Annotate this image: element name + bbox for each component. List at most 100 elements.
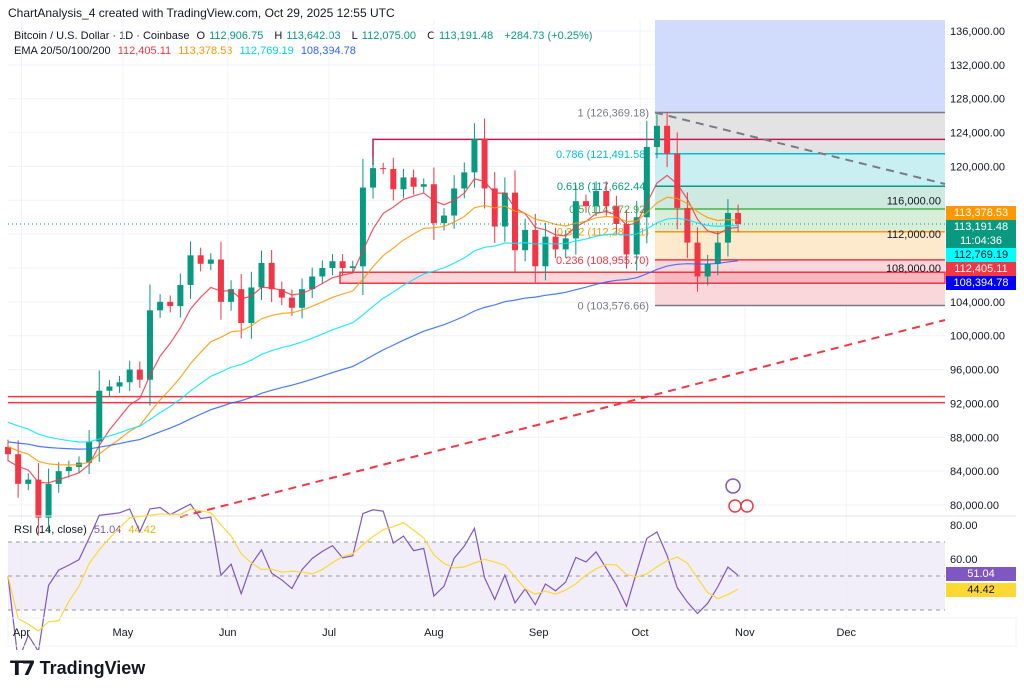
fib-level-label: 0.236 (108,955.70) [556, 255, 649, 267]
candle [359, 187, 366, 267]
candle [542, 236, 549, 267]
ema200-line [7, 260, 739, 450]
candle [593, 190, 600, 207]
candle [248, 287, 255, 324]
rsi-price-tag: 51.04 [946, 567, 1016, 581]
time-axis-label: Oct [631, 627, 648, 639]
price-axis-label: 100,000.00 [950, 331, 1005, 343]
candle [349, 266, 356, 268]
projection-zone [655, 20, 945, 113]
fib-level-label: 0.618 (117,662.44) [557, 181, 649, 193]
ema20-line [7, 174, 739, 484]
candle [410, 177, 417, 187]
time-axis [7, 617, 1017, 647]
rsi-label[interactable]: RSI (14, close) [14, 524, 87, 536]
rsi-axis-label: 80.00 [950, 520, 978, 532]
price-axis-label: 132,000.00 [950, 60, 1005, 72]
candle [370, 168, 377, 188]
time-axis-label: Nov [735, 627, 755, 639]
candle [15, 454, 22, 484]
time-axis-label: Aug [424, 627, 444, 639]
candle [501, 192, 508, 227]
candle [390, 168, 397, 190]
candle [268, 262, 275, 290]
rsi-line [7, 503, 739, 650]
rsi-ma-price-tag: 44.42 [946, 583, 1016, 597]
fib-level-label: 0.786 (121,491.58) [556, 149, 649, 161]
ema-label[interactable]: EMA 20/50/100/200 [14, 45, 111, 57]
fib-level-label: 0.5 (114,972.92) [569, 204, 649, 216]
candle [228, 289, 235, 302]
low-label: L [351, 30, 358, 42]
candle [380, 168, 387, 170]
candle [319, 268, 326, 277]
ema100-value: 112,769.19 [239, 45, 294, 57]
price-axis-label: 124,000.00 [950, 128, 1005, 140]
candle [106, 386, 113, 391]
candle [623, 223, 630, 255]
candle [207, 259, 214, 264]
candle [400, 177, 407, 190]
candle [552, 236, 559, 250]
time-axis-label: Dec [836, 627, 856, 639]
close-value: 113,191.48 [439, 30, 494, 42]
candle [217, 259, 224, 302]
candle [481, 138, 488, 189]
price-axis-label: 116,000.00 [887, 195, 941, 207]
price-axis-label: 128,000.00 [950, 94, 1005, 106]
rsi-ma-value: 44.42 [128, 524, 156, 536]
open-label: O [196, 30, 206, 42]
candle [35, 479, 42, 518]
brand-name: TradingView [39, 658, 146, 678]
ema200-value: 108,394.78 [300, 45, 356, 57]
price-axis-label: 88,000.00 [950, 432, 999, 444]
candle [329, 261, 336, 268]
tradingview-logo[interactable]: 𝗧𝟳 TradingView [10, 656, 145, 681]
candle [674, 153, 681, 208]
bar-countdown: 11:04:36 [959, 235, 1002, 247]
price-axis-label: 80,000.00 [950, 500, 999, 512]
fib-level-label: 0 (103,576.66) [577, 300, 649, 312]
ema50-value: 113,378.53 [178, 45, 233, 57]
open-value: 112,906.75 [209, 30, 264, 42]
candle [167, 301, 174, 307]
symbol-name[interactable]: Bitcoin / U.S. Dollar · 1D · Coinbase [14, 30, 190, 42]
candle [522, 229, 529, 251]
candle [653, 125, 660, 147]
price-chart[interactable]: 1 (126,369.18) 0.786 (121,491.58) 0.618 (1… [0, 0, 1024, 650]
candle [664, 125, 671, 154]
price-axis-label: 108,000.00 [886, 263, 941, 275]
candle [146, 310, 153, 380]
ema20-price-tag: 112,405.11 [946, 262, 1016, 276]
candle [136, 369, 143, 380]
time-axis-label: Jun [219, 627, 237, 639]
attribution: ChartAnalysis_4 created with TradingView… [8, 6, 395, 20]
candle [582, 201, 589, 207]
rsi-axis-label: 60.00 [950, 554, 978, 566]
flag-icon [740, 499, 754, 513]
candle [339, 261, 346, 268]
fib-level-label: 1 (126,369.18) [577, 108, 649, 120]
candle [735, 212, 742, 225]
candle [96, 390, 103, 442]
price-axis-label: 104,000.00 [950, 297, 1005, 309]
candle [430, 184, 437, 224]
price-axis-label: 92,000.00 [950, 398, 999, 410]
candle [724, 212, 731, 243]
candle [55, 471, 62, 484]
candle [187, 255, 194, 285]
candle [643, 146, 650, 218]
candle [126, 369, 133, 383]
candle [694, 242, 701, 277]
ema50-price-tag: 113,378.53 [946, 206, 1016, 220]
rising-trendline [179, 319, 946, 518]
change-value: +284.73 (+0.25%) [504, 30, 593, 42]
price-axis-label: 84,000.00 [950, 466, 999, 478]
last-price-tag: 113,191.48 11:04:36 [946, 220, 1016, 248]
candle [603, 190, 610, 207]
candle [288, 297, 295, 308]
candle [197, 255, 204, 264]
candle [441, 215, 448, 224]
candle [258, 262, 265, 288]
